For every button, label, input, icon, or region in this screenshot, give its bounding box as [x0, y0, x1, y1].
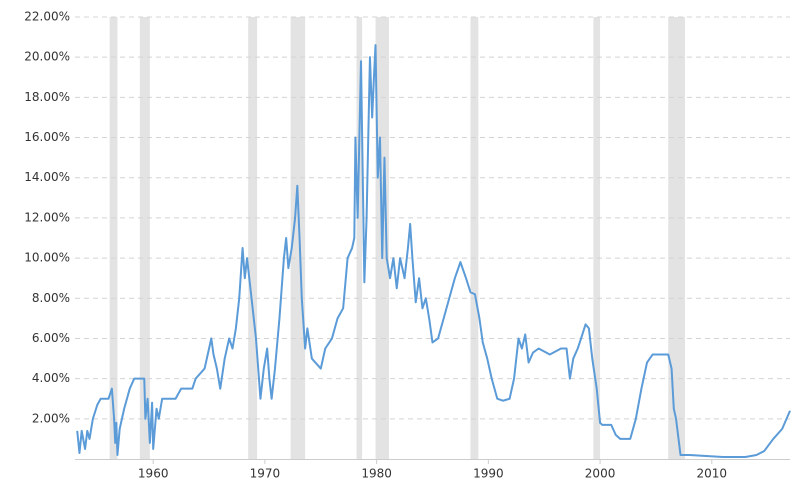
y-tick-label: 22.00% — [24, 10, 70, 24]
x-tick-label: 2010 — [697, 467, 728, 481]
y-tick-label: 8.00% — [32, 291, 70, 305]
y-tick-label: 12.00% — [24, 210, 70, 224]
shaded-range — [109, 17, 118, 459]
shaded-range — [139, 17, 150, 459]
line — [76, 44, 791, 458]
shaded-range — [248, 17, 258, 459]
y-tick-label: 2.00% — [32, 411, 70, 425]
x-tick-label: 1960 — [138, 467, 169, 481]
y-tick-label: 10.00% — [24, 251, 70, 265]
y-tick-label: 20.00% — [24, 50, 70, 64]
y-tick-label: 4.00% — [32, 371, 70, 385]
shaded-range — [290, 17, 306, 459]
y-tick-label: 16.00% — [24, 130, 70, 144]
shaded-range — [356, 17, 363, 459]
y-tick-label: 18.00% — [24, 90, 70, 104]
x-tick-label: 1970 — [250, 467, 281, 481]
shaded-range — [668, 17, 685, 459]
y-tick-label: 6.00% — [32, 331, 70, 345]
shaded-range — [470, 17, 479, 459]
shaded-range — [593, 17, 601, 459]
x-tick-label: 2000 — [585, 467, 616, 481]
x-tick-label: 1980 — [361, 467, 392, 481]
x-tick-label: 1990 — [473, 467, 504, 481]
y-tick-label: 14.00% — [24, 170, 70, 184]
